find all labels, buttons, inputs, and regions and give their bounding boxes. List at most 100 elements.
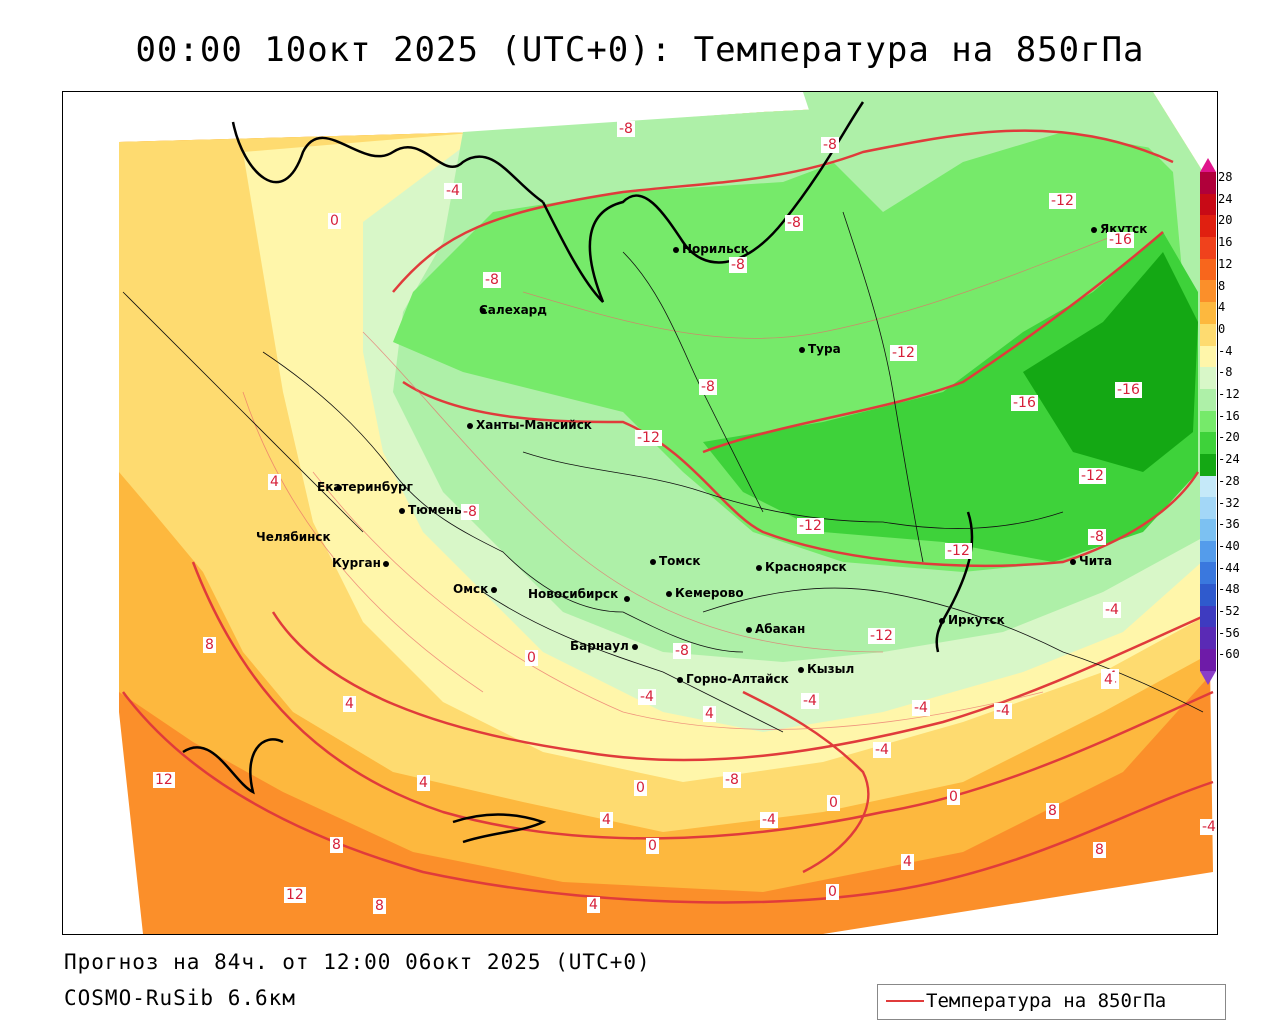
color-scale-segment [1200,215,1216,238]
contour-label: -4 [444,183,462,199]
scale-top-arrow [1200,158,1216,172]
contour-label: -4 [1200,819,1217,835]
color-scale-tick: 20 [1218,213,1233,228]
contour-label: -8 [723,772,741,788]
city-kemerovo: Кемерово [666,586,744,600]
contour-label: 8 [1093,842,1106,858]
color-scale-segment [1200,388,1216,411]
city-chita: Чита [1070,554,1112,568]
contour-label: -8 [617,121,635,137]
contour-label: 8 [330,837,343,853]
contour-label: 4 [417,775,430,791]
color-scale-tick: -20 [1218,430,1240,445]
contour-label: 4 [343,696,356,712]
contour-label: -8 [821,137,839,153]
color-scale-tick: -4 [1218,343,1233,358]
color-scale-segment [1200,627,1216,650]
city-abakan: Абакан [746,622,805,636]
color-scale-segment [1200,475,1216,498]
color-scale-tick: -36 [1218,517,1240,532]
legend-label: Температура на 850гПа [926,990,1167,1012]
color-scale-segment [1200,519,1216,541]
color-scale-tick: -28 [1218,473,1240,488]
city-novosibirsk: Новосибирск [528,587,633,602]
contour-label: -4 [873,742,891,758]
color-scale-segment [1200,540,1216,563]
city-irkutsk: Иркутск [939,613,1005,627]
city-tomsk: Томск [650,554,701,568]
color-scale-tick: 4 [1218,300,1226,315]
temperature-field [119,92,1214,934]
contour-label: -8 [699,379,717,395]
color-scale-segment [1200,237,1216,259]
color-scale-tick: -8 [1218,365,1233,380]
color-scale-segment [1200,280,1216,303]
contour-label: -8 [729,257,747,273]
contour-label: -16 [1115,382,1142,398]
color-scale-tick: -24 [1218,452,1240,467]
color-scale-segment [1200,410,1216,433]
color-scale-segment [1200,323,1216,346]
contour-label: 4 [587,897,600,913]
city-krasnoyarsk: Красноярск [756,560,847,574]
color-scale-tick: -52 [1218,604,1240,618]
contour-label: -8 [1088,529,1106,545]
city-tyumen: Тюмень [399,503,462,517]
model-info: COSMO-RuSib 6.6км [64,986,296,1010]
contour-label: 0 [328,213,341,229]
color-scale-tick: -40 [1218,538,1240,553]
color-scale-tick: 8 [1218,278,1226,293]
scale-bottom-arrow [1200,670,1216,685]
color-scale-tick: -12 [1218,387,1240,401]
contour-label: 12 [284,887,306,903]
color-scale-tick: 28 [1218,170,1233,184]
color-scale-segment [1200,193,1216,216]
color-scale-segment [1200,453,1216,476]
color-scale-tick: 0 [1218,321,1226,336]
color-scale-segment [1200,172,1216,194]
contour-label: 8 [203,637,216,653]
color-scale-segment [1200,367,1216,389]
contour-label: -8 [785,215,803,231]
contour-label: 4 [268,474,281,490]
forecast-info: Прогноз на 84ч. от 12:00 06окт 2025 (UTC… [64,950,651,974]
color-scale-segment [1200,562,1216,585]
color-scale-segment [1200,302,1216,324]
color-scale-bar [1200,158,1216,685]
color-scale-segment [1200,649,1216,671]
color-scale-tick: 12 [1218,256,1233,271]
city-kyzyl: Кызыл [798,662,854,676]
color-scale-tick: 16 [1218,235,1233,250]
color-scale-segment [1200,605,1216,628]
color-scale-tick: -32 [1218,495,1240,510]
map-legend: Температура на 850гПа [877,984,1226,1020]
contour-label: -12 [797,518,824,534]
map-title: 00:00 10окт 2025 (UTC+0): Температура на… [135,30,1145,70]
contour-label: -16 [1107,232,1134,248]
city-omsk: Омск [453,582,500,596]
contour-label: -12 [1049,193,1076,209]
contour-label: -12 [635,430,662,446]
contour-label: 0 [525,650,538,666]
city-tura: Тура [799,342,841,356]
city-chelyabinsk: Челябинск [256,530,331,544]
color-scale-tick: -44 [1218,560,1240,575]
color-scale-tick: -48 [1218,582,1240,597]
city-yekaterinburg: Екатеринбург [317,480,413,494]
contour-label: -12 [1079,468,1106,484]
color-scale-tick: -56 [1218,625,1240,640]
contour-label: -16 [1011,395,1038,411]
contour-label: 0 [646,838,659,854]
city-barnaul: Барнаул [570,639,641,653]
color-scale-tick: -60 [1218,647,1240,662]
color-scale-segment [1200,497,1216,519]
contour-label: -12 [945,543,972,559]
contour-label: 4 [703,706,716,722]
contour-label: 4 [901,854,914,870]
contour-label: -4 [1103,602,1121,618]
contour-label: -8 [483,272,501,288]
contour-label: -8 [673,643,691,659]
city-khanty-mansiysk: Ханты-Мансийск [467,418,592,432]
contour-label: -4 [994,703,1012,719]
color-scale-tick: -16 [1218,408,1240,423]
